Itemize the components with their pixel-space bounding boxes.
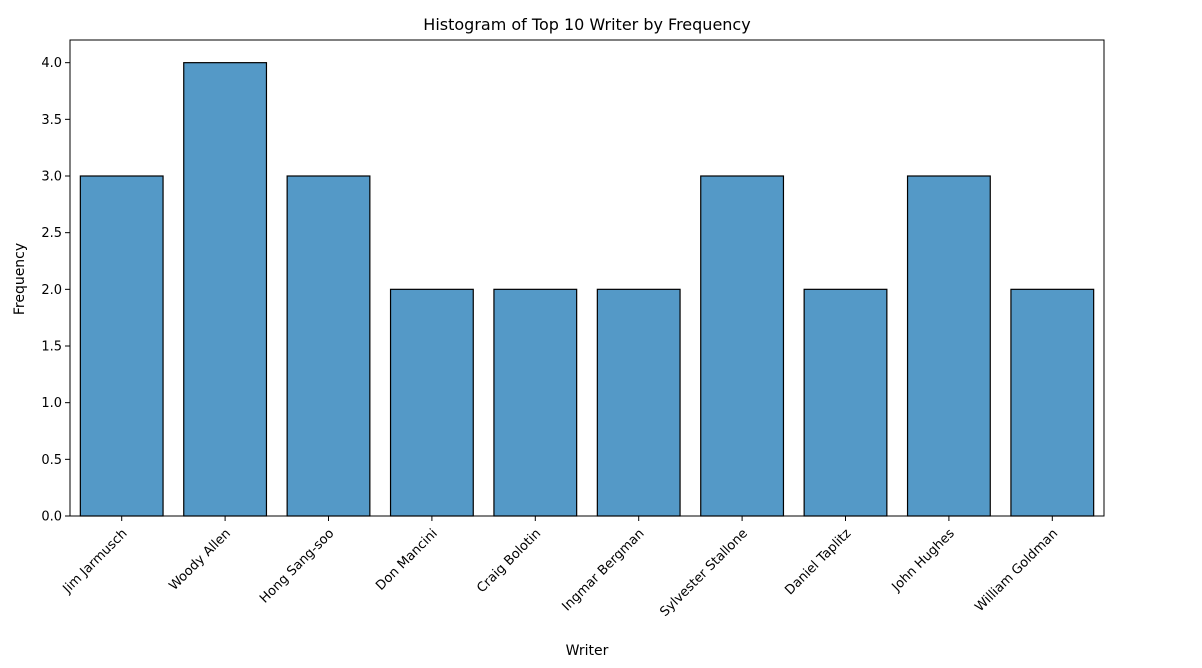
chart-title: Histogram of Top 10 Writer by Frequency — [423, 15, 750, 34]
x-tick-label: Hong Sang-soo — [257, 526, 337, 606]
y-tick-label: 2.0 — [41, 283, 62, 298]
y-tick-label: 1.0 — [41, 396, 62, 411]
bar-jim-jarmusch — [79, 175, 164, 517]
bars-group — [79, 62, 1095, 517]
bar-don-mancini — [389, 288, 474, 517]
y-tick-label: 4.0 — [41, 56, 62, 71]
x-tick-label: William Goldman — [972, 526, 1061, 615]
bar-hong-sang-soo — [286, 175, 371, 517]
y-axis-ticks: 0.0 0.5 1.0 1.5 2.0 2.5 3.0 3.5 4.0 — [41, 56, 70, 525]
bar-sylvester-stallone — [700, 175, 785, 517]
bar-daniel-taplitz — [803, 288, 888, 517]
x-tick-label: Daniel Taplitz — [782, 526, 854, 598]
bar-woody-allen — [183, 62, 268, 517]
y-tick-label: 3.0 — [41, 170, 62, 185]
x-axis-ticks: Jim Jarmusch Woody Allen Hong Sang-soo Don … — [60, 516, 1061, 620]
y-axis-label: Frequency — [12, 243, 28, 315]
y-tick-label: 0.5 — [41, 453, 62, 468]
bar-ingmar-bergman — [596, 288, 681, 517]
x-tick-label: John Hughes — [889, 526, 958, 595]
y-tick-label: 2.5 — [41, 226, 62, 241]
x-tick-label: Craig Bolotin — [474, 526, 544, 596]
x-tick-label: Sylvester Stallone — [657, 526, 751, 620]
plot-frame — [69, 39, 1105, 517]
y-tick-label: 1.5 — [41, 340, 62, 355]
x-tick-label: Woody Allen — [166, 526, 233, 593]
x-tick-label: Ingmar Bergman — [559, 526, 647, 614]
bar-john-hughes — [906, 175, 991, 517]
x-tick-label: Jim Jarmusch — [60, 526, 131, 597]
bar-william-goldman — [1010, 288, 1095, 517]
x-axis-label: Writer — [566, 643, 609, 659]
y-tick-label: 3.5 — [41, 113, 62, 128]
x-tick-label: Don Mancini — [373, 526, 440, 593]
y-tick-label: 0.0 — [41, 510, 62, 525]
bar-craig-bolotin — [493, 288, 578, 517]
